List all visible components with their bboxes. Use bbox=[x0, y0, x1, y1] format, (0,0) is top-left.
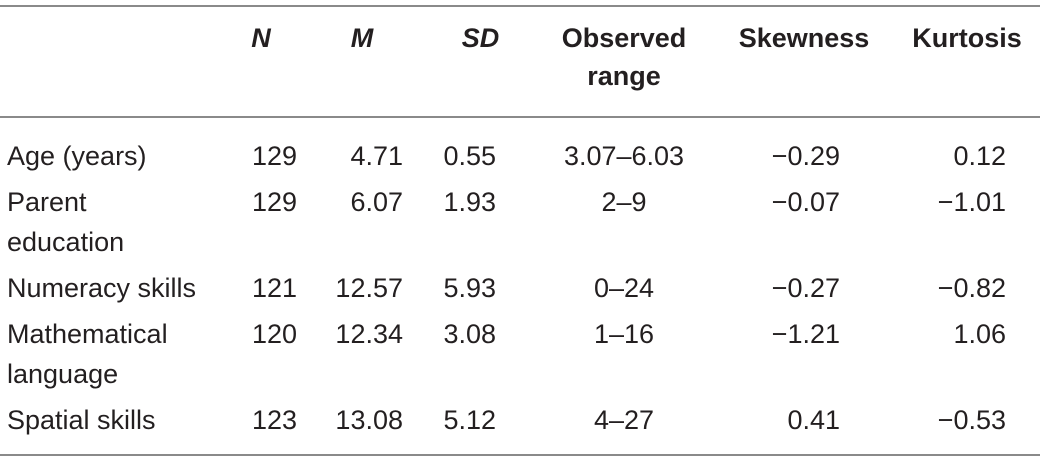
cell-skewness: −0.29 bbox=[771, 141, 840, 171]
cell-n: 120 bbox=[251, 319, 297, 349]
header-range-line1: Observed bbox=[561, 23, 687, 53]
header-variable bbox=[0, 7, 225, 118]
header-kurtosis: Kurtosis bbox=[912, 23, 1022, 53]
cell-skewness: −0.07 bbox=[771, 187, 840, 217]
stats-table: N M SD Observed range Skewness Kurtosis … bbox=[0, 7, 1040, 446]
cell-kurtosis: −1.01 bbox=[937, 187, 1006, 217]
cell-range: 4–27 bbox=[593, 405, 655, 435]
cell-range: 0–24 bbox=[593, 273, 655, 303]
cell-sd: 3.08 bbox=[443, 319, 496, 349]
row-label-line1: Age (years) bbox=[7, 141, 147, 171]
table-row: Parent education 129 6.07 1.93 2–9 −0.07… bbox=[0, 182, 1040, 268]
cell-n: 129 bbox=[251, 141, 297, 171]
cell-sd: 5.93 bbox=[443, 273, 496, 303]
cell-sd: 0.55 bbox=[443, 141, 496, 171]
row-label-line2: language bbox=[7, 359, 119, 389]
row-label-line2: education bbox=[7, 227, 125, 257]
top-rule bbox=[0, 5, 1040, 7]
table-row: Numeracy skills 121 12.57 5.93 0–24 −0.2… bbox=[0, 268, 1040, 314]
header-n: N bbox=[251, 23, 271, 53]
row-label: Parent education bbox=[0, 182, 225, 268]
cell-m: 12.34 bbox=[335, 319, 403, 349]
header-m: M bbox=[350, 23, 374, 53]
cell-kurtosis: −0.53 bbox=[937, 405, 1006, 435]
cell-n: 129 bbox=[251, 187, 297, 217]
row-label-line1: Parent bbox=[7, 187, 87, 217]
cell-range: 3.07–6.03 bbox=[563, 141, 685, 171]
row-label-line1: Numeracy skills bbox=[7, 273, 197, 303]
cell-kurtosis: 1.06 bbox=[953, 319, 1006, 349]
header-row: N M SD Observed range Skewness Kurtosis bbox=[0, 7, 1040, 118]
row-label: Spatial skills bbox=[0, 400, 225, 446]
cell-m: 13.08 bbox=[335, 405, 403, 435]
cell-range: 1–16 bbox=[593, 319, 655, 349]
row-label: Numeracy skills bbox=[0, 268, 225, 314]
cell-kurtosis: −0.82 bbox=[937, 273, 1006, 303]
row-label: Age (years) bbox=[0, 118, 225, 182]
cell-n: 121 bbox=[251, 273, 297, 303]
cell-sd: 1.93 bbox=[443, 187, 496, 217]
cell-range: 2–9 bbox=[601, 187, 647, 217]
row-label: Mathematical language bbox=[0, 314, 225, 400]
header-sd: SD bbox=[461, 23, 500, 53]
row-label-line1: Spatial skills bbox=[7, 405, 156, 435]
table-row: Spatial skills 123 13.08 5.12 4–27 0.41 … bbox=[0, 400, 1040, 446]
row-label-line1: Mathematical bbox=[7, 319, 168, 349]
cell-kurtosis: 0.12 bbox=[953, 141, 1006, 171]
header-range-line2: range bbox=[587, 61, 661, 91]
cell-skewness: 0.41 bbox=[787, 405, 840, 435]
cell-m: 4.71 bbox=[350, 141, 403, 171]
cell-m: 12.57 bbox=[335, 273, 403, 303]
cell-skewness: −1.21 bbox=[771, 319, 840, 349]
header-observed-range: Observed range bbox=[534, 7, 714, 118]
table-row: Age (years) 129 4.71 0.55 3.07–6.03 −0.2… bbox=[0, 118, 1040, 182]
header-rule bbox=[0, 116, 1040, 118]
cell-m: 6.07 bbox=[350, 187, 403, 217]
header-skewness: Skewness bbox=[738, 23, 870, 53]
bottom-rule bbox=[0, 454, 1040, 456]
cell-skewness: −0.27 bbox=[771, 273, 840, 303]
cell-n: 123 bbox=[251, 405, 297, 435]
table-row: Mathematical language 120 12.34 3.08 1–1… bbox=[0, 314, 1040, 400]
cell-sd: 5.12 bbox=[443, 405, 496, 435]
